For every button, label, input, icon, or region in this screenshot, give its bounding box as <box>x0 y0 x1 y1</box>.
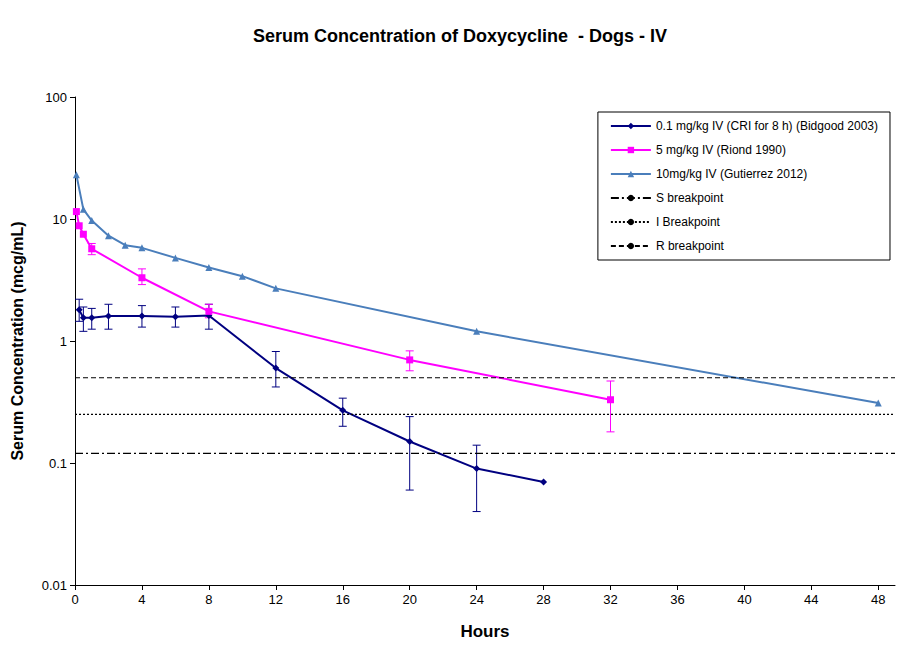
svg-text:100: 100 <box>45 90 67 105</box>
svg-text:28: 28 <box>536 592 550 607</box>
svg-text:20: 20 <box>402 592 416 607</box>
svg-text:40: 40 <box>737 592 751 607</box>
svg-text:32: 32 <box>603 592 617 607</box>
svg-text:10: 10 <box>53 212 67 227</box>
svg-text:16: 16 <box>336 592 350 607</box>
svg-text:24: 24 <box>469 592 483 607</box>
svg-text:R breakpoint: R breakpoint <box>656 239 725 253</box>
svg-text:Serum Concentration of Doxycyc: Serum Concentration of Doxycycline - Dog… <box>253 26 667 46</box>
svg-text:0.01: 0.01 <box>42 578 67 593</box>
svg-text:Hours: Hours <box>460 622 509 641</box>
svg-text:36: 36 <box>670 592 684 607</box>
svg-text:1: 1 <box>60 334 67 349</box>
svg-text:10mg/kg IV (Gutierrez 2012): 10mg/kg IV (Gutierrez 2012) <box>656 167 807 181</box>
svg-text:12: 12 <box>269 592 283 607</box>
svg-text:8: 8 <box>205 592 212 607</box>
svg-text:4: 4 <box>138 592 145 607</box>
svg-text:Serum Concentration (mcg/mL): Serum Concentration (mcg/mL) <box>9 221 26 460</box>
svg-text:0: 0 <box>71 592 78 607</box>
svg-text:44: 44 <box>804 592 818 607</box>
svg-text:S breakpoint: S breakpoint <box>656 191 724 205</box>
svg-text:0.1: 0.1 <box>49 456 67 471</box>
svg-text:48: 48 <box>871 592 885 607</box>
svg-text:I Breakpoint: I Breakpoint <box>656 215 721 229</box>
svg-text:0.1 mg/kg IV (CRI for 8 h) (Bi: 0.1 mg/kg IV (CRI for 8 h) (Bidgood 2003… <box>656 119 878 133</box>
svg-text:5 mg/kg IV (Riond 1990): 5 mg/kg IV (Riond 1990) <box>656 143 786 157</box>
